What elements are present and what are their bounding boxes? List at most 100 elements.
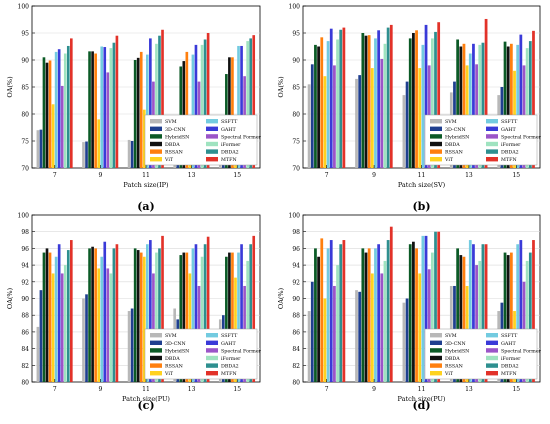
bar xyxy=(194,244,198,382)
y-tick-label: 96 xyxy=(292,246,300,253)
legend-label: Spectral Former xyxy=(501,134,542,140)
bar xyxy=(155,43,158,168)
bar xyxy=(389,24,393,169)
bar xyxy=(525,260,529,382)
bar xyxy=(320,37,324,168)
bar xyxy=(57,49,61,169)
y-tick-label: 80 xyxy=(292,380,300,387)
bar xyxy=(240,244,243,382)
bar xyxy=(459,46,463,168)
legend-swatch xyxy=(150,348,162,353)
bar xyxy=(51,104,55,168)
x-tick-label: 13 xyxy=(465,386,473,393)
bar xyxy=(424,235,428,382)
bar xyxy=(462,43,466,168)
bar xyxy=(367,248,371,382)
bar xyxy=(85,141,88,168)
x-tick-label: 7 xyxy=(325,386,329,393)
bar xyxy=(109,273,113,382)
bar xyxy=(430,252,434,382)
bar xyxy=(91,246,94,382)
bar xyxy=(421,44,425,168)
bar xyxy=(136,250,140,382)
y-tick-label: 100 xyxy=(18,4,30,11)
legend-label: MTFN xyxy=(501,371,517,377)
bar xyxy=(415,248,418,382)
bar xyxy=(506,255,510,382)
bar xyxy=(415,30,418,168)
bar xyxy=(54,256,58,382)
bar xyxy=(367,35,371,168)
panel-caption: (d) xyxy=(412,399,430,412)
y-tick-label: 90 xyxy=(292,296,300,303)
bar xyxy=(240,45,243,168)
bar xyxy=(130,308,134,382)
legend-swatch xyxy=(430,348,442,353)
x-tick-label: 15 xyxy=(233,386,241,393)
bar xyxy=(42,252,46,382)
bar xyxy=(139,252,143,382)
y-tick-label: 94 xyxy=(21,263,29,270)
y-tick-label: 88 xyxy=(21,313,29,320)
bar xyxy=(314,44,317,168)
bar xyxy=(528,252,532,382)
y-axis-label: OA(%) xyxy=(277,287,285,309)
bar xyxy=(434,31,437,169)
chart-panel-3: 80 82 84 86 88 90 92 94 96 98 100 OA(%) 7 9 11 13 15 Patc… xyxy=(6,213,262,413)
legend-swatch xyxy=(206,126,218,131)
bar xyxy=(475,265,478,382)
bar xyxy=(45,62,49,169)
y-tick-label: 80 xyxy=(292,112,300,119)
legend-label: SSFTT xyxy=(501,119,518,125)
bar xyxy=(63,265,67,382)
bar xyxy=(402,95,406,168)
bar xyxy=(478,44,482,168)
bar xyxy=(70,240,73,382)
bar xyxy=(525,48,529,169)
bar xyxy=(468,240,472,382)
legend-label: iFormer xyxy=(221,142,241,148)
legend-swatch xyxy=(430,149,442,154)
bar xyxy=(133,248,137,382)
bar xyxy=(374,248,377,382)
legend-swatch xyxy=(430,141,442,147)
legend-swatch xyxy=(430,371,442,376)
bar xyxy=(103,241,107,382)
bar xyxy=(377,30,381,168)
bar xyxy=(103,47,107,168)
bar xyxy=(206,236,210,382)
y-tick-label: 92 xyxy=(21,279,29,286)
bar xyxy=(155,252,158,382)
y-tick-label: 90 xyxy=(21,58,29,65)
bar xyxy=(94,53,97,168)
bar xyxy=(91,51,94,168)
bar xyxy=(364,252,368,382)
bar xyxy=(115,244,119,382)
bar xyxy=(380,273,384,382)
y-tick-label: 82 xyxy=(21,363,29,370)
bar xyxy=(191,248,195,382)
y-tick-label: 95 xyxy=(292,31,300,38)
legend-swatch xyxy=(150,119,162,124)
bar xyxy=(317,256,320,382)
y-tick-label: 82 xyxy=(292,363,300,370)
legend-swatch xyxy=(486,157,498,162)
x-axis-label: Patch size(PU) xyxy=(122,395,170,403)
bar xyxy=(51,273,55,382)
bar xyxy=(430,38,434,169)
bar xyxy=(146,54,149,168)
y-tick-label: 95 xyxy=(21,31,29,38)
legend-swatch xyxy=(206,348,218,353)
bar xyxy=(380,58,384,168)
legend-swatch xyxy=(486,119,498,124)
bar xyxy=(307,311,311,382)
bar xyxy=(516,244,520,382)
bar xyxy=(142,256,146,382)
legend-label: DBDA2 xyxy=(221,150,239,156)
bar xyxy=(249,244,252,382)
bar xyxy=(158,35,161,169)
bar xyxy=(361,33,365,168)
bar xyxy=(115,35,119,169)
y-tick-label: 85 xyxy=(21,85,29,92)
